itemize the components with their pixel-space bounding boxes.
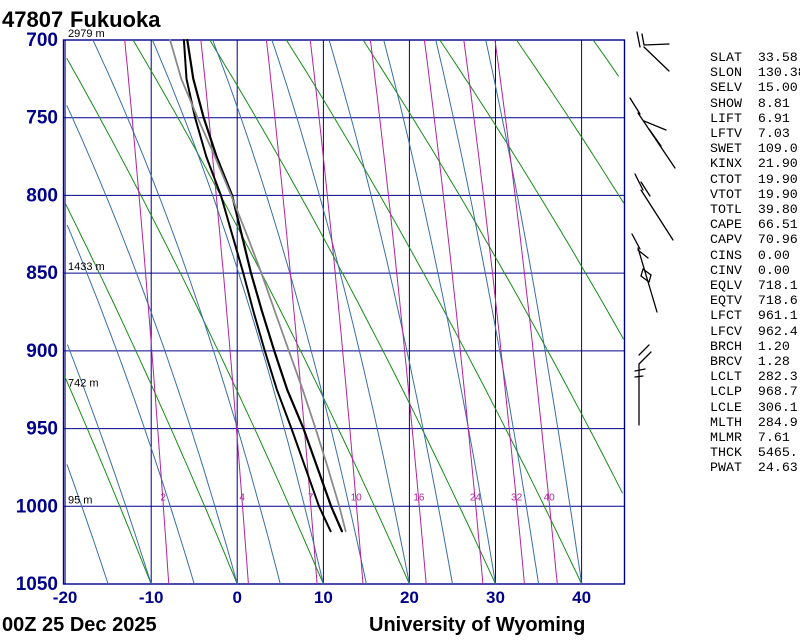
svg-text:40: 40	[572, 588, 591, 607]
svg-text:900: 900	[26, 341, 58, 362]
svg-text:1000: 1000	[16, 496, 58, 517]
svg-text:-10: -10	[139, 588, 164, 607]
svg-text:850: 850	[26, 263, 58, 284]
svg-text:1050: 1050	[16, 574, 58, 595]
svg-text:10: 10	[314, 588, 333, 607]
svg-text:0: 0	[232, 588, 241, 607]
svg-text:2: 2	[160, 492, 166, 503]
svg-text:700: 700	[26, 30, 58, 51]
svg-text:32: 32	[511, 492, 523, 503]
svg-text:30: 30	[486, 588, 505, 607]
svg-text:950: 950	[26, 419, 58, 440]
svg-text:750: 750	[26, 108, 58, 129]
svg-text:4: 4	[239, 492, 245, 503]
svg-text:-20: -20	[53, 588, 78, 607]
svg-text:10: 10	[351, 492, 363, 503]
svg-text:7: 7	[308, 492, 314, 503]
svg-text:800: 800	[26, 185, 58, 206]
svg-text:1433 m: 1433 m	[68, 261, 105, 273]
svg-text:20: 20	[400, 588, 419, 607]
svg-text:95 m: 95 m	[68, 494, 92, 506]
svg-text:742 m: 742 m	[68, 378, 99, 390]
svg-text:24: 24	[470, 492, 482, 503]
svg-text:16: 16	[413, 492, 425, 503]
svg-text:40: 40	[544, 492, 556, 503]
